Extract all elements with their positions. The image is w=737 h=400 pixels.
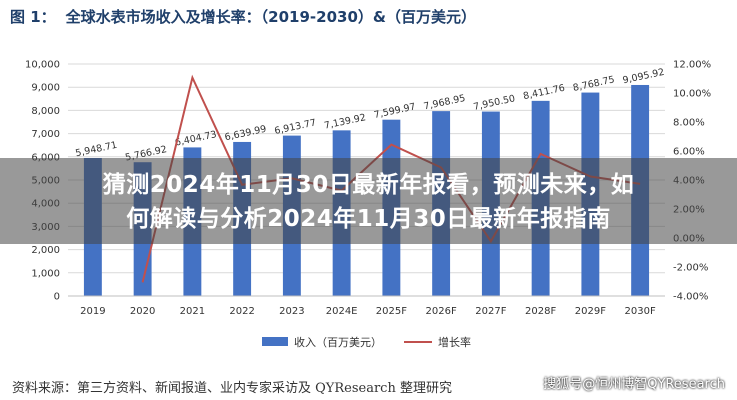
bar-data-label: 8,768.75 (572, 74, 616, 94)
x-tick-label: 2023 (279, 306, 304, 317)
y2-tick-label: 12.00% (673, 60, 711, 71)
bar-data-label: 6,639.99 (224, 124, 268, 144)
y2-tick-label: 10.00% (673, 89, 711, 100)
bar-data-label: 7,599.97 (373, 101, 417, 121)
x-tick-label: 2022 (229, 306, 254, 317)
bar-data-label: 7,968.95 (423, 93, 467, 113)
y-tick-label: 8,000 (31, 106, 60, 117)
headline-line-2: 何解读与分析2024年11月30日最新年报指南 (126, 206, 611, 232)
figure-tag: 图 1： (10, 8, 56, 26)
y-tick-label: 9,000 (31, 83, 60, 94)
bar-data-label: 7,139.92 (323, 112, 367, 132)
y-tick-label: 10,000 (25, 60, 60, 71)
legend-line-label: 增长率 (438, 335, 471, 349)
y2-tick-label: -4.00% (673, 292, 708, 303)
y-tick-label: 1,000 (31, 268, 60, 279)
bar-data-label: 8,411.76 (522, 83, 566, 103)
x-tick-label: 2030F (625, 306, 656, 317)
source-note: 资料来源：第三方资料、新闻报道、业内专家采访及 QYResearch 整理研究 (12, 381, 452, 396)
bar-data-label: 9,095.92 (622, 67, 666, 87)
headline-overlay (0, 158, 737, 244)
legend-bar-label: 收入（百万美元） (294, 335, 382, 349)
y-tick-label: 2,000 (31, 245, 60, 256)
headline-line-1: 猜测2024年11月30日最新年报看，预测未来，如 (102, 172, 635, 198)
y-tick-label: 0 (54, 292, 60, 303)
x-tick-label: 2026F (426, 306, 457, 317)
x-tick-label: 2020 (130, 306, 155, 317)
chart-title-text: 全球水表市场收入及增长率：（2019-2030）&（百万美元） (65, 8, 476, 26)
chart-title: 图 1： 全球水表市场收入及增长率：（2019-2030）&（百万美元） (10, 6, 710, 32)
x-tick-label: 2021 (180, 306, 205, 317)
x-tick-label: 2025F (376, 306, 407, 317)
y-tick-label: 6,000 (31, 152, 60, 163)
x-tick-label: 2019 (80, 306, 105, 317)
x-tick-label: 2024E (326, 306, 358, 317)
headline-text: 猜测2024年11月30日最新年报看，预测未来，如 何解读与分析2024年11月… (20, 168, 717, 236)
y-tick-label: 7,000 (31, 129, 60, 140)
y2-tick-label: -2.00% (673, 263, 708, 274)
y2-tick-label: 8.00% (673, 118, 705, 129)
legend-bar-swatch (262, 337, 288, 346)
watermark: 搜狐号@恒州博智QYResearch (543, 377, 725, 392)
y2-tick-label: 6.00% (673, 147, 705, 158)
bar-data-label: 6,404.73 (174, 129, 218, 149)
x-tick-label: 2029F (575, 306, 606, 317)
x-tick-label: 2028F (525, 306, 556, 317)
x-tick-label: 2027F (475, 306, 506, 317)
